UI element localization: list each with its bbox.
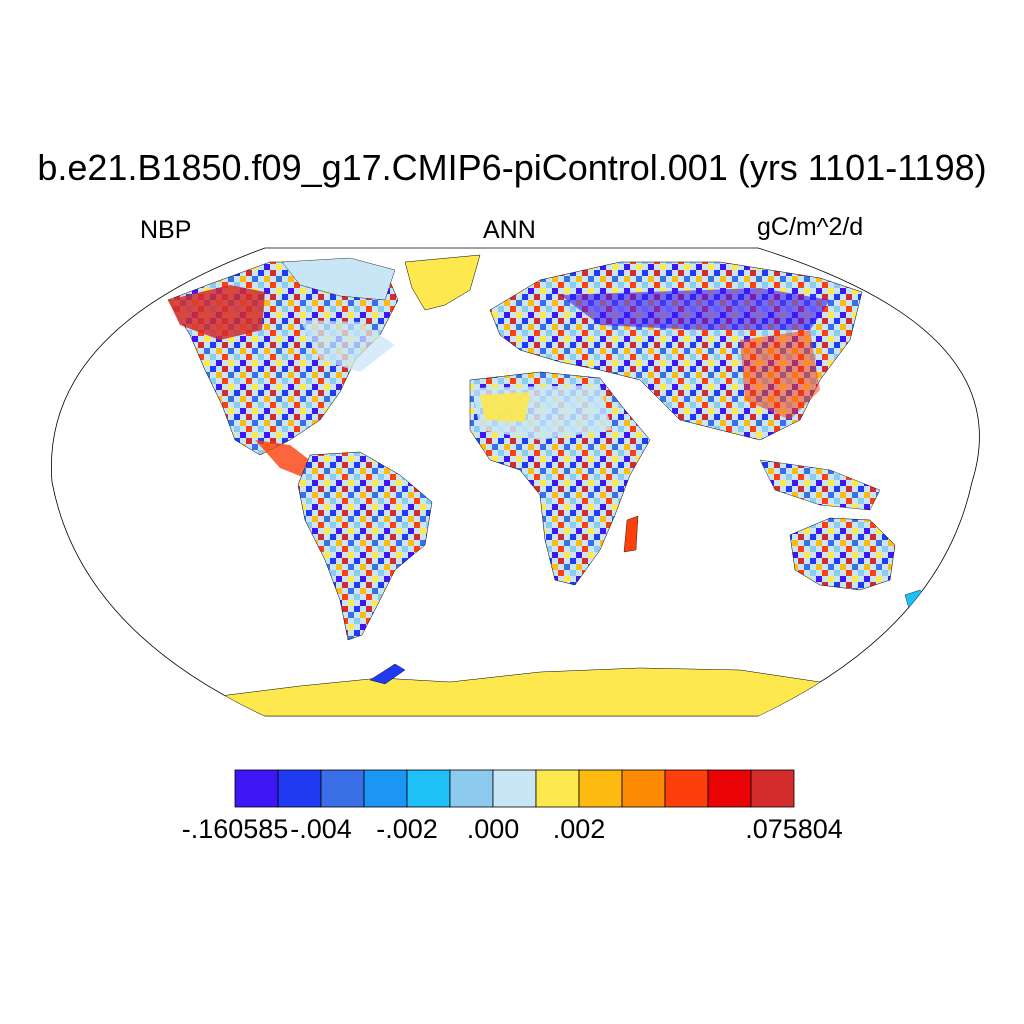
south-america-region bbox=[297, 451, 433, 641]
colorbar-swatch bbox=[750, 769, 795, 808]
sahara-yellow-region bbox=[480, 392, 530, 422]
colorbar-swatch bbox=[492, 769, 537, 808]
siberia-band-region bbox=[560, 288, 830, 330]
colorbar-label: .002 bbox=[552, 814, 606, 844]
colorbar-swatch bbox=[406, 769, 451, 808]
alaska-region bbox=[168, 285, 265, 340]
colorbar-swatch bbox=[578, 769, 623, 808]
variable-label: NBP bbox=[140, 216, 192, 244]
colorbar-label: -.004 bbox=[290, 814, 352, 844]
arctic-islands-region bbox=[281, 257, 396, 301]
colorbar-swatch bbox=[535, 769, 580, 808]
colorbar-label: .075804 bbox=[745, 814, 843, 844]
colorbar-swatch bbox=[363, 769, 408, 808]
units-label: gC/m^2/d bbox=[757, 213, 864, 241]
east-asia-region bbox=[740, 330, 820, 420]
colorbar-label: .000 bbox=[466, 814, 520, 844]
antarctic-peninsula-region bbox=[369, 663, 406, 685]
colorbar-label: -.002 bbox=[376, 814, 438, 844]
colorbar-swatch bbox=[277, 769, 322, 808]
greenland-region bbox=[404, 254, 481, 311]
australia-region bbox=[789, 517, 896, 591]
plot-title: b.e21.B1850.f09_g17.CMIP6-piControl.001 … bbox=[37, 147, 987, 188]
madagascar-region bbox=[623, 515, 639, 553]
antarctica-region bbox=[199, 667, 841, 716]
season-label: ANN bbox=[483, 216, 536, 244]
maritime-asia-region bbox=[759, 459, 881, 511]
colorbar-label: -.160585 bbox=[181, 814, 289, 844]
colorbar-swatch bbox=[320, 769, 365, 808]
colorbar-swatch bbox=[707, 769, 752, 808]
colorbar-swatch bbox=[664, 769, 709, 808]
colorbar-swatch bbox=[621, 769, 666, 808]
canada-east-region bbox=[300, 320, 395, 372]
colorbar bbox=[234, 769, 795, 808]
colorbar-swatch bbox=[234, 769, 279, 808]
colorbar-swatch bbox=[449, 769, 494, 808]
